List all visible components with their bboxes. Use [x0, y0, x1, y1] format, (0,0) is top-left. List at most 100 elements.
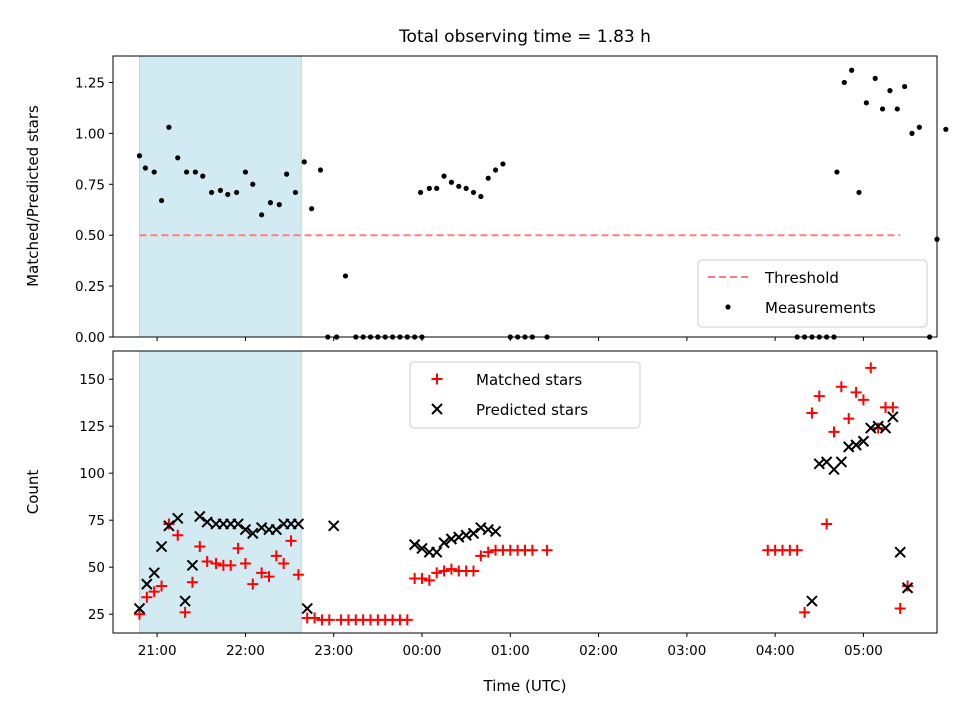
matched-star-point — [156, 580, 168, 592]
measurement-point — [448, 179, 455, 185]
predicted-star-point — [901, 582, 914, 594]
matched-star-point — [194, 541, 206, 553]
bottom-ytick-label: 75 — [88, 513, 105, 529]
matched-star-point — [482, 546, 494, 558]
measurement-point — [250, 181, 256, 187]
legend-measurement-label: Measurements — [765, 299, 876, 317]
legend-threshold-label: Threshold — [764, 269, 839, 287]
bottom-legend-box — [409, 361, 641, 429]
matched-star-point — [285, 535, 297, 547]
measurement-point — [317, 167, 324, 173]
matched-star-point — [278, 557, 290, 569]
matched-star-point — [247, 578, 259, 590]
bottom-xtick-label: 05:00 — [844, 643, 883, 659]
matched-star-point — [186, 576, 198, 588]
bottom-xtick-label: 03:00 — [667, 643, 706, 659]
predicted-star-point — [806, 595, 818, 607]
top-plot: Matched/Predicted stars 0.00 0.25 0.50 0.75… — [24, 55, 949, 346]
predicted-star-point — [328, 520, 340, 532]
measurement-point — [856, 189, 862, 196]
measurement-point — [417, 189, 424, 196]
bottom-ytick-label: 125 — [79, 419, 105, 435]
predicted-star-point — [247, 527, 259, 540]
bottom-ytick-label: 150 — [79, 372, 105, 388]
predicted-star-point — [857, 435, 870, 447]
measurement-point — [909, 130, 915, 136]
matched-star-point — [323, 614, 335, 626]
measurement-point — [470, 189, 477, 196]
measurement-point — [217, 187, 224, 193]
measurement-point — [943, 126, 949, 132]
measurement-point — [849, 67, 855, 73]
measurement-point — [259, 212, 265, 218]
matched-star-point — [799, 606, 811, 618]
predicted-star-point — [186, 559, 199, 572]
top-ytick-label: 0.50 — [75, 228, 105, 244]
bottom-ytick-label: 100 — [79, 466, 105, 482]
matched-star-point — [835, 381, 847, 393]
predicted-star-point — [894, 546, 906, 558]
measurement-point — [894, 106, 900, 112]
matched-star-point — [133, 608, 145, 620]
measurement-point — [142, 165, 148, 171]
bottom-xtick-label: 00:00 — [403, 643, 442, 659]
predicted-star-point — [467, 527, 480, 540]
measurement-point — [267, 200, 274, 206]
predicted-star-point — [201, 516, 213, 528]
predicted-star-point — [835, 456, 848, 468]
top-ytick-label: 1.25 — [75, 75, 105, 91]
measurement-point — [166, 124, 172, 130]
matched-star-point — [526, 544, 538, 556]
predicted-star-point — [301, 602, 313, 615]
matched-star-point — [179, 606, 191, 618]
predicted-star-point — [133, 602, 146, 615]
matched-star-point — [423, 574, 435, 586]
measurement-point — [902, 83, 908, 90]
bottom-xtick-label: 23:00 — [314, 643, 353, 659]
predicted-star-point — [879, 422, 892, 434]
measurement-point — [208, 189, 215, 196]
measurement-point — [441, 173, 447, 179]
bottom-xtick-label: 01:00 — [491, 643, 530, 659]
predicted-star-point — [416, 542, 428, 555]
matched-star-point — [887, 401, 899, 413]
measurement-point — [234, 189, 240, 196]
measurement-point — [456, 183, 462, 189]
chart-title: Total observing time = 1.83 h — [398, 27, 651, 47]
top-ytick-label: 0.25 — [75, 279, 105, 295]
matched-star-point — [431, 567, 443, 579]
matched-star-point — [850, 386, 862, 398]
matched-star-point — [292, 569, 304, 581]
bottom-axes-frame — [112, 350, 938, 634]
predicted-star-point — [270, 523, 283, 536]
matched-star-point — [232, 542, 244, 554]
matched-star-point — [210, 557, 222, 569]
bottom-xtick-label: 04:00 — [756, 643, 795, 659]
predicted-star-point — [148, 567, 160, 579]
predicted-star-point — [232, 518, 244, 530]
measurement-point — [276, 202, 282, 208]
measurement-point — [492, 167, 499, 173]
matched-star-point — [445, 563, 457, 575]
matched-star-point — [902, 580, 914, 592]
matched-star-point — [201, 556, 213, 568]
bottom-ytick-label: 25 — [88, 607, 105, 623]
legend-matched-swatch — [431, 373, 443, 385]
measurement-point — [301, 159, 307, 165]
matched-star-point — [263, 571, 275, 583]
measurement-point — [500, 161, 506, 167]
predicted-star-point — [843, 441, 855, 453]
top-axes-frame — [112, 55, 938, 338]
matched-star-point — [843, 413, 855, 425]
predicted-star-point — [292, 518, 305, 530]
matched-star-point — [239, 557, 251, 569]
bottom-ylabel: Count — [24, 470, 42, 515]
predicted-star-point — [239, 523, 252, 536]
matched-star-point — [256, 567, 268, 579]
predicted-star-point — [453, 531, 465, 543]
legend-predicted-swatch — [431, 403, 443, 415]
measurement-point — [879, 106, 886, 112]
predicted-star-point — [155, 540, 168, 553]
matched-star-point — [475, 550, 487, 562]
